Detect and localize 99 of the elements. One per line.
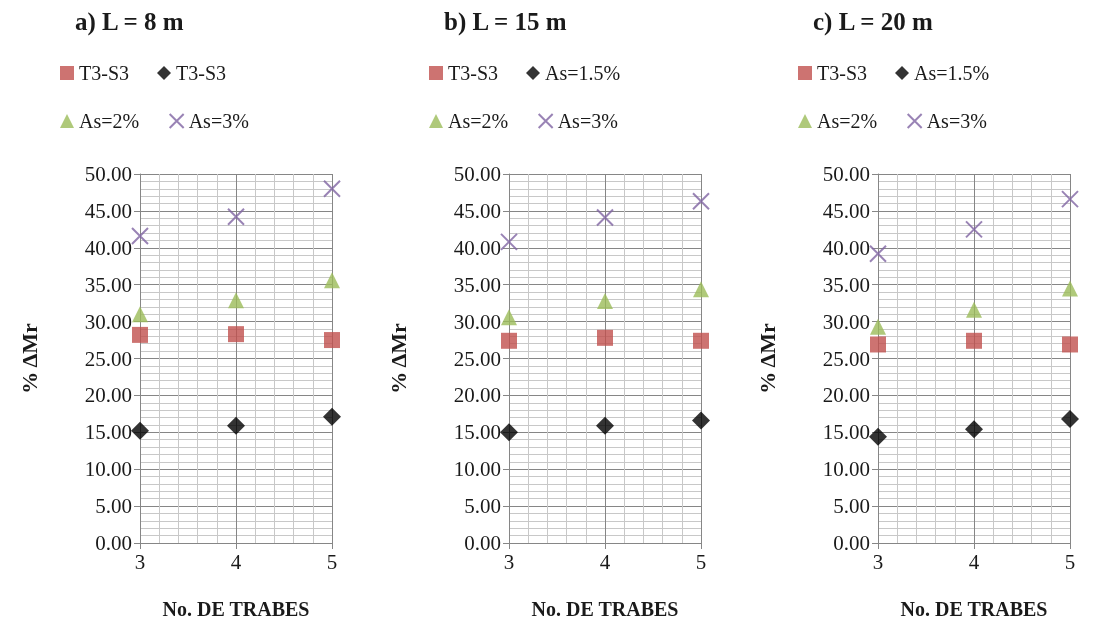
point (1061, 410, 1079, 429)
point (324, 272, 340, 289)
y-axis-title: % ΔMr (754, 322, 780, 394)
point (1062, 336, 1078, 353)
x-tick-label: 4 (968, 549, 980, 574)
point (597, 329, 613, 346)
y-tick-label: 15.00 (822, 420, 870, 445)
y-tick-label: 0.00 (95, 531, 132, 555)
point (869, 427, 887, 446)
legend-label: T3-S3 (817, 62, 867, 84)
point (132, 306, 148, 323)
point (693, 332, 709, 349)
x-tick-label: 3 (134, 549, 146, 574)
point (692, 192, 710, 211)
y-tick-label: 15.00 (453, 420, 501, 445)
x-axis-title: No. DE TRABES (162, 598, 310, 620)
legend-label: As=1.5% (545, 62, 621, 84)
y-tick-label: 45.00 (453, 198, 501, 223)
y-tick-label: 10.00 (453, 457, 501, 482)
point (227, 207, 245, 226)
legend-label: T3-S3 (448, 62, 498, 84)
x-tick-label: 4 (230, 549, 242, 574)
legend-label: As=3% (557, 110, 618, 132)
legend-label: As=2% (448, 110, 509, 132)
legend-label: As=2% (79, 110, 140, 132)
y-tick-label: 30.00 (84, 309, 132, 334)
legend-label: As=1.5% (914, 62, 990, 84)
legend-label: As=3% (926, 110, 987, 132)
y-tick-label: 10.00 (84, 457, 132, 482)
legend-label: As=3% (188, 110, 249, 132)
point (500, 232, 518, 251)
point (324, 332, 340, 349)
y-tick-label: 40.00 (84, 235, 132, 260)
point (869, 244, 887, 263)
y-tick-label: 20.00 (453, 383, 501, 408)
x-axis-title: No. DE TRABES (531, 598, 679, 620)
y-tick-label: 50.00 (822, 162, 870, 186)
y-tick-label: 25.00 (84, 346, 132, 371)
point (323, 179, 341, 198)
y-tick-label: 35.00 (453, 272, 501, 297)
y-tick-label: 20.00 (84, 383, 132, 408)
y-tick-label: 30.00 (822, 309, 870, 334)
point (596, 416, 614, 435)
legend-label: As=2% (817, 110, 878, 132)
point (131, 421, 149, 440)
point (965, 420, 983, 439)
point (501, 332, 517, 349)
y-tick-label: 15.00 (84, 420, 132, 445)
point (323, 407, 341, 426)
chart-title: b) L = 15 m (444, 8, 567, 36)
y-axis-title: % ΔMr (16, 322, 42, 394)
point (597, 292, 613, 309)
point (1062, 280, 1078, 297)
point (501, 309, 517, 326)
x-tick-label: 5 (1064, 549, 1076, 574)
point (693, 281, 709, 298)
point (596, 208, 614, 227)
chart-title: c) L = 20 m (813, 8, 933, 36)
y-tick-label: 45.00 (822, 198, 870, 223)
y-axis-title: % ΔMr (385, 322, 411, 394)
point (500, 423, 518, 442)
y-tick-label: 35.00 (84, 272, 132, 297)
point (966, 332, 982, 349)
point (692, 411, 710, 430)
x-tick-label: 4 (599, 549, 611, 574)
y-tick-label: 0.00 (833, 531, 870, 555)
y-tick-label: 45.00 (84, 198, 132, 223)
legend-label: T3-S3 (176, 62, 226, 84)
x-tick-label: 3 (503, 549, 515, 574)
y-tick-label: 0.00 (464, 531, 501, 555)
point (227, 416, 245, 435)
y-tick-label: 10.00 (822, 457, 870, 482)
point (132, 326, 148, 343)
y-tick-label: 40.00 (822, 235, 870, 260)
y-tick-label: 20.00 (822, 383, 870, 408)
x-axis-title: No. DE TRABES (900, 598, 1048, 620)
x-tick-label: 5 (326, 549, 338, 574)
x-tick-label: 3 (872, 549, 884, 574)
x-tick-label: 5 (695, 549, 707, 574)
chart-title: a) L = 8 m (75, 8, 184, 36)
point (870, 318, 886, 335)
y-tick-label: 40.00 (453, 235, 501, 260)
y-tick-label: 50.00 (84, 162, 132, 186)
point (1061, 190, 1079, 209)
legend-label: T3-S3 (79, 62, 129, 84)
point (966, 301, 982, 318)
point (965, 220, 983, 239)
y-tick-label: 35.00 (822, 272, 870, 297)
y-tick-label: 5.00 (464, 494, 501, 519)
y-tick-label: 5.00 (833, 494, 870, 519)
y-tick-label: 50.00 (453, 162, 501, 186)
y-tick-label: 25.00 (453, 346, 501, 371)
point (131, 226, 149, 245)
point (870, 336, 886, 353)
point (228, 326, 244, 343)
point (228, 292, 244, 309)
y-tick-label: 30.00 (453, 309, 501, 334)
y-tick-label: 5.00 (95, 494, 132, 519)
y-tick-label: 25.00 (822, 346, 870, 371)
